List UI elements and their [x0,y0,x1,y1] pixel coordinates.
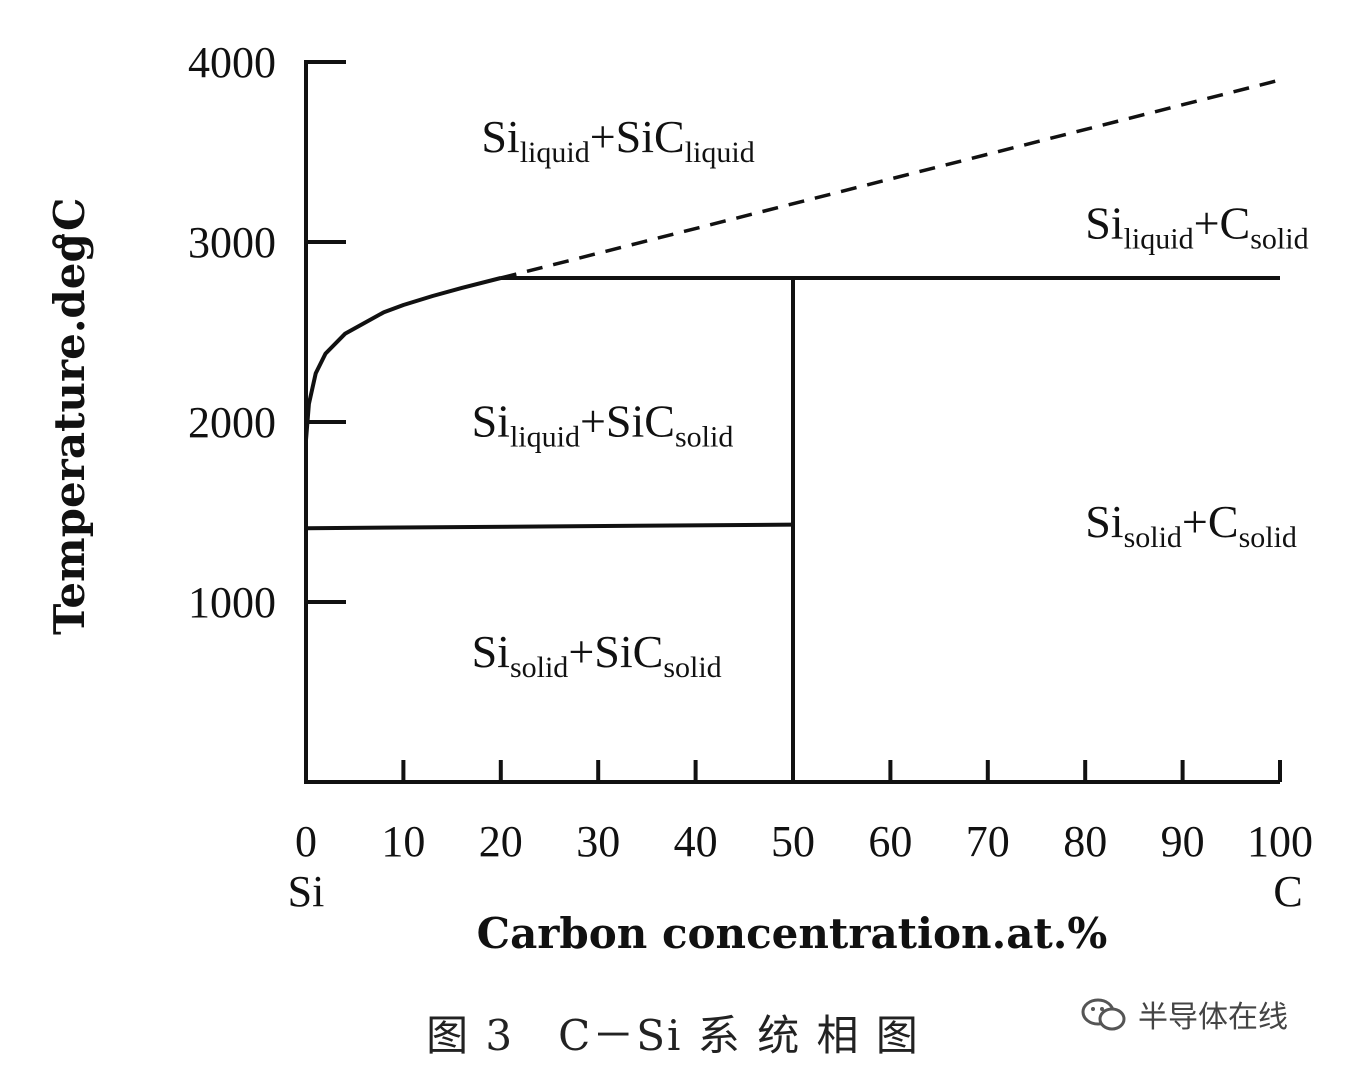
phase-boundary-0 [304,276,502,441]
region-label-3: Sisolid+Csolid [1085,496,1297,554]
x-tick-label: 40 [674,817,718,866]
region-label-4: Sisolid+SiCsolid [472,626,722,684]
x-end-label-si: Si [288,867,325,916]
x-tick-label: 30 [576,817,620,866]
x-tick-label: 60 [868,817,912,866]
x-tick-label: 80 [1063,817,1107,866]
phase-boundary-4 [305,522,794,531]
wechat-icon [1081,998,1126,1031]
x-tick-label: 0 [295,817,317,866]
x-tick-label: 90 [1161,817,1205,866]
region-label-2: Siliquid+SiCsolid [472,395,734,453]
y-tick-label: 2000 [188,398,276,447]
phase-region-labels: Siliquid+SiCliquid Siliquid+Csolid Siliqui… [472,111,1309,684]
y-axis-title: Temperature.deg [45,233,94,635]
y-tick-label: 4000 [188,38,276,87]
x-end-label-c: C [1273,867,1302,916]
axes: 1000 2000 3000 4000 0 10 20 30 40 50 60 70 80 90 100 Si… [188,38,1313,916]
y-tick-label: 3000 [188,218,276,267]
phase-diagram: 1000 2000 3000 4000 0 10 20 30 40 50 60 70 80 90 100 Si… [45,38,1313,958]
x-tick-label: 70 [966,817,1010,866]
region-label-0: Siliquid+SiCliquid [481,111,754,169]
x-tick-label: 10 [381,817,425,866]
x-tick-label: 20 [479,817,523,866]
y-axis-unit: °C [45,198,94,252]
watermark-text: 半导体在线 [1138,1000,1288,1035]
x-tick-label: 100 [1247,817,1313,866]
x-axis-title: Carbon concentration.at.% [477,909,1108,958]
phase-boundaries [304,78,1281,782]
y-tick-label: 1000 [188,578,276,627]
region-label-1: Siliquid+Csolid [1085,197,1308,255]
x-tick-label: 50 [771,817,815,866]
figure-caption: 图 3 C－Si 系 统 相 图 [426,1011,920,1060]
watermark: 半导体在线 [1078,992,1288,1036]
